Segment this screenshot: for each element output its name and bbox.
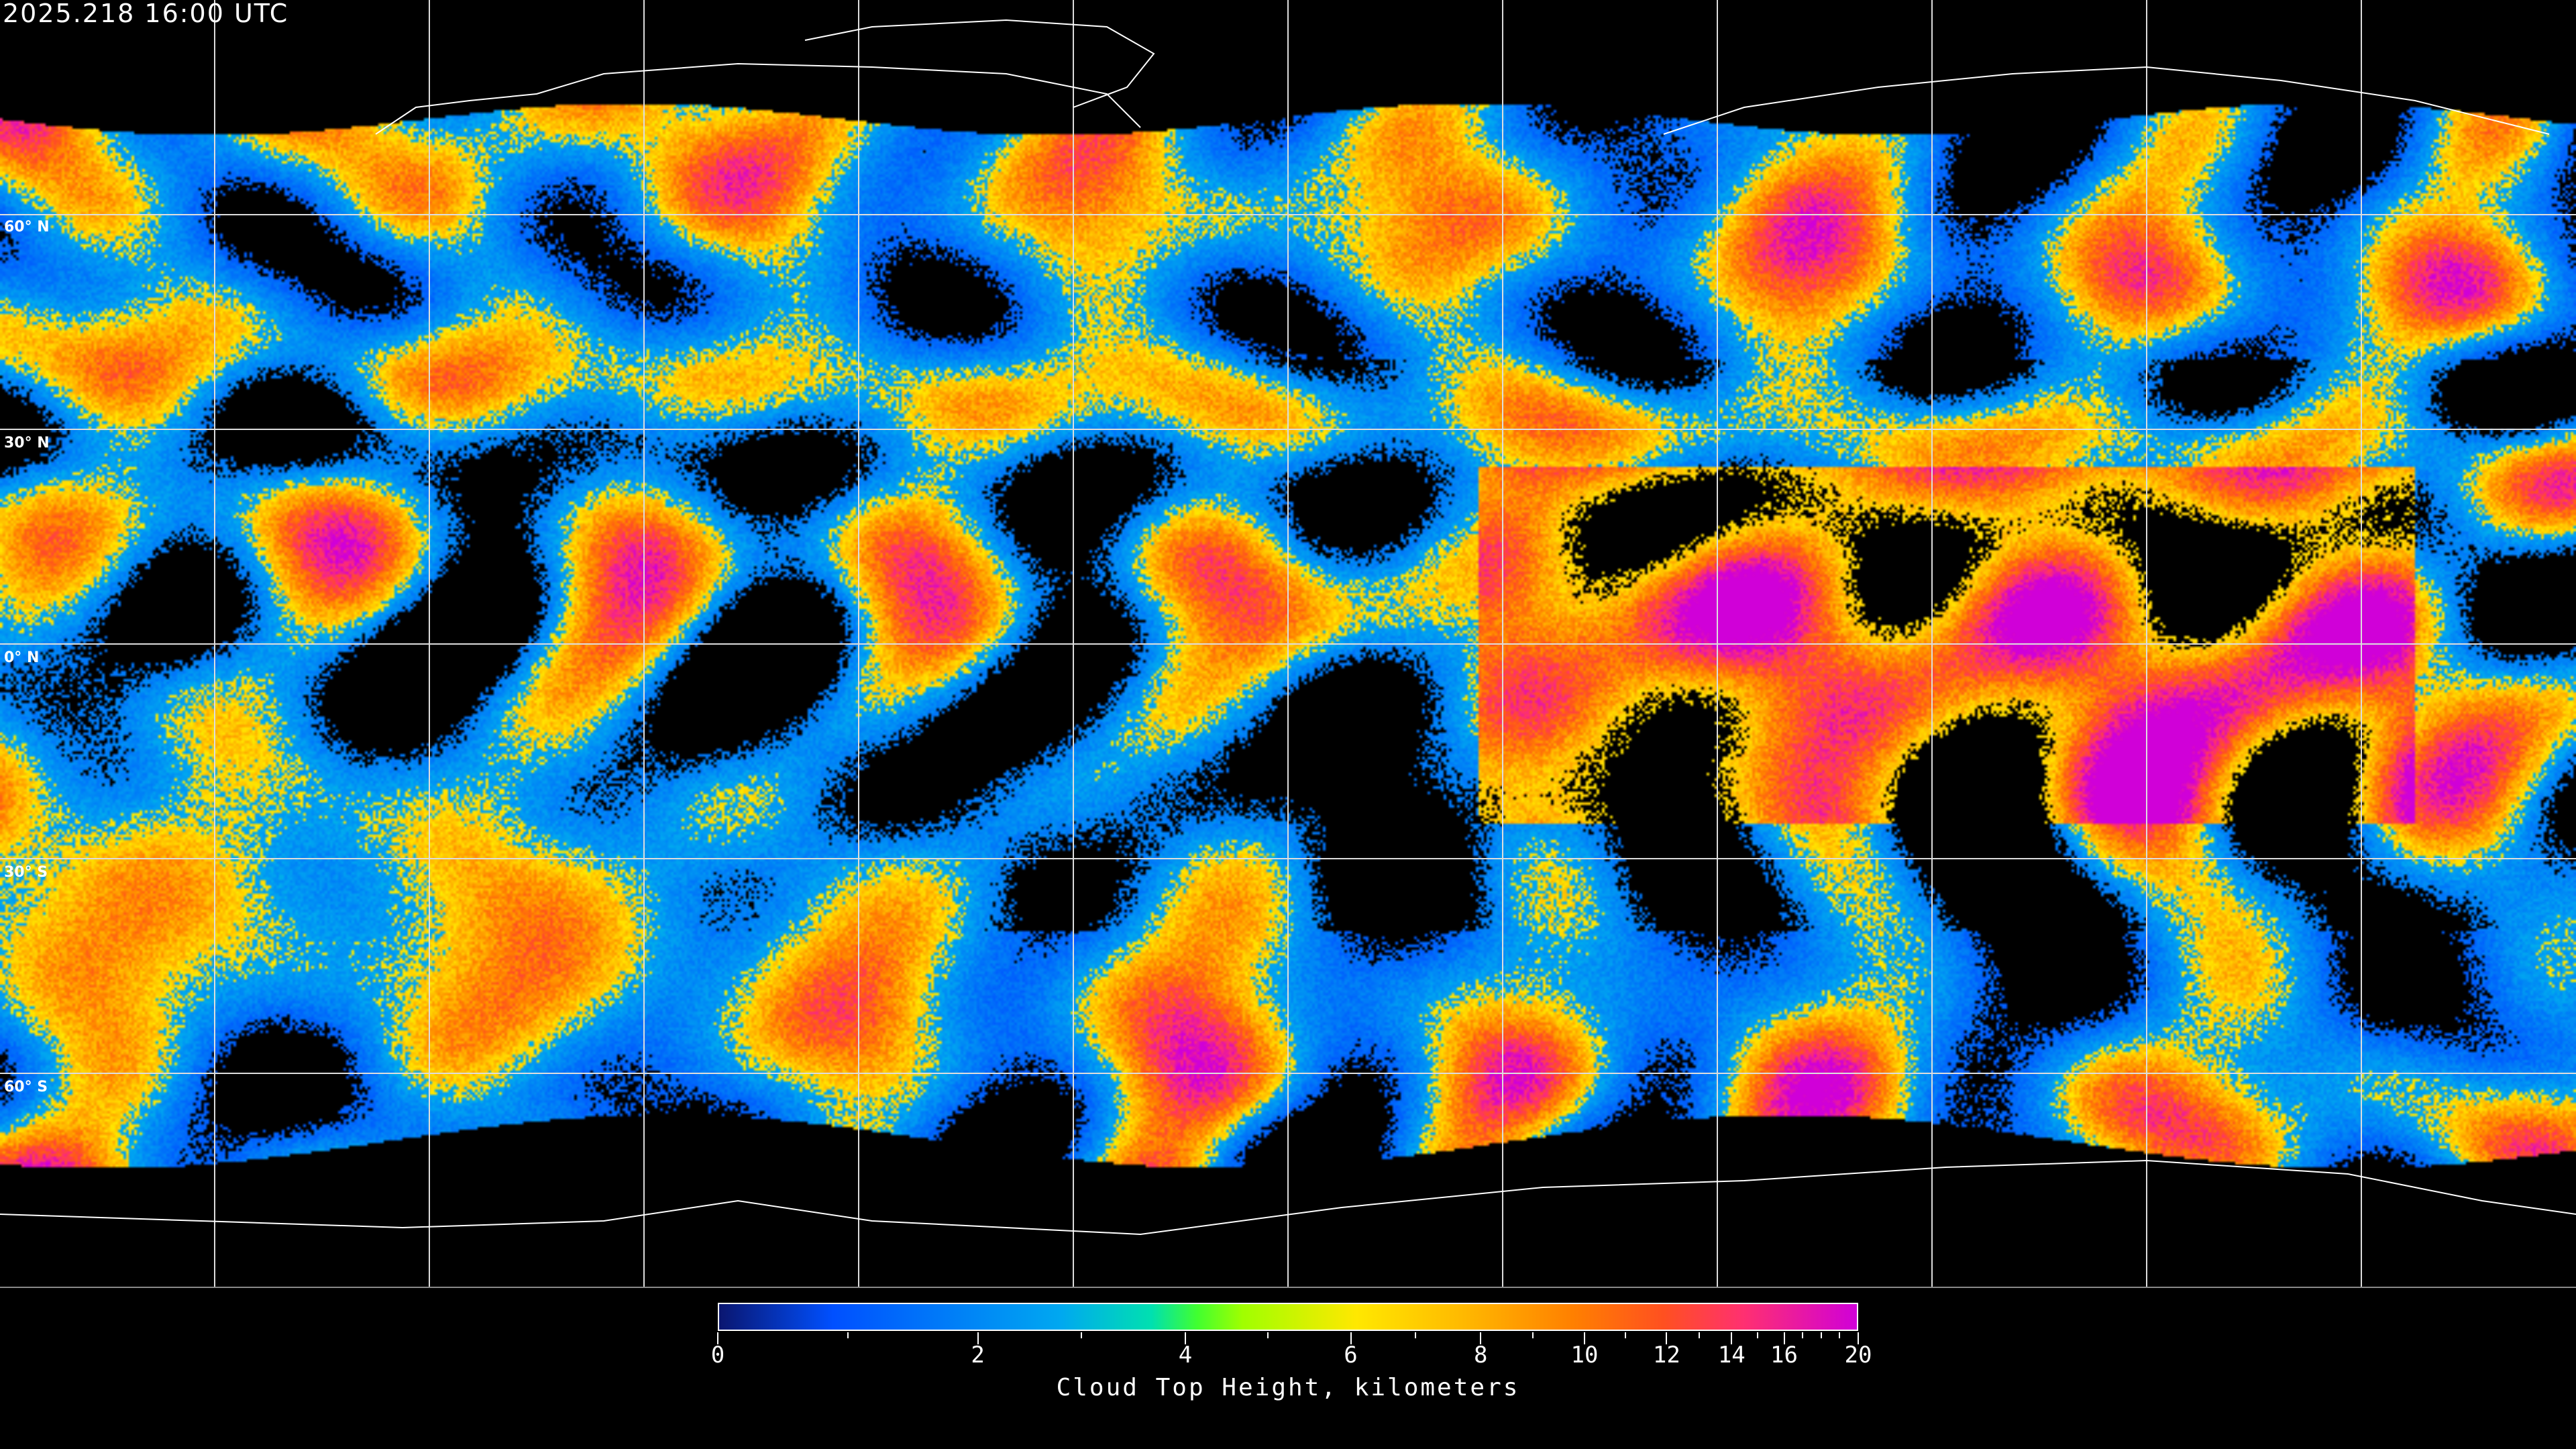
colorbar-tick-label: 4	[1178, 1342, 1193, 1368]
colorbar-tick-label: 8	[1474, 1342, 1488, 1368]
coastline-northern-eurasia	[1663, 66, 2550, 135]
colorbar-major-tick	[1783, 1332, 1785, 1344]
colorbar-ticks: 0 2 4 6 8 10 12 14 16 20	[711, 1332, 1872, 1386]
colorbar-tick-label: 10	[1570, 1342, 1599, 1368]
colorbar-minor-tick	[1415, 1332, 1417, 1338]
colorbar-minor-tick	[1625, 1332, 1627, 1338]
colorbar-minor-tick	[847, 1332, 849, 1338]
colorbar-tick-label: 14	[1717, 1342, 1746, 1368]
latitude-label-60s: 60° S	[4, 1079, 48, 1095]
colorbar-title: Cloud Top Height, kilometers	[1056, 1374, 1520, 1401]
colorbar-major-tick	[1858, 1332, 1859, 1344]
latitude-label-30n: 30° N	[4, 435, 50, 451]
colorbar-major-tick	[1666, 1332, 1668, 1344]
latitude-label-30s: 30° S	[4, 864, 48, 881]
colorbar-major-tick	[1731, 1332, 1733, 1344]
colorbar-tick-label: 16	[1770, 1342, 1798, 1368]
colorbar-major-tick	[1584, 1332, 1585, 1344]
coastline-antarctica	[0, 1159, 2576, 1236]
colorbar-minor-tick	[1757, 1332, 1759, 1338]
colorbar-tick-label: 6	[1344, 1342, 1358, 1368]
colorbar-tick-label: 20	[1844, 1342, 1872, 1368]
colorbar-major-tick	[977, 1332, 979, 1344]
timestamp-label: 2025.218 16:00 UTC	[3, 0, 289, 28]
colorbar-minor-tick	[1839, 1332, 1841, 1338]
colorbar-tick-label: 0	[710, 1342, 725, 1368]
colorbar-minor-tick	[1802, 1332, 1804, 1338]
latitude-label-equator: 0° N	[4, 649, 40, 666]
colorbar-major-tick	[1185, 1332, 1186, 1344]
map-border	[0, 1287, 2576, 1288]
colorbar-major-tick	[1480, 1332, 1482, 1344]
coastline-arctic-north-america	[375, 62, 1141, 135]
colorbar-major-tick	[1350, 1332, 1352, 1344]
latitude-label-60n: 60° N	[4, 219, 50, 235]
colorbar	[718, 1303, 1858, 1331]
colorbar-tick-label: 12	[1652, 1342, 1680, 1368]
coastline-greenland	[804, 19, 1155, 108]
colorbar-minor-tick	[1267, 1332, 1269, 1338]
colorbar-tick-label: 2	[971, 1342, 985, 1368]
colorbar-major-tick	[717, 1332, 718, 1344]
colorbar-minor-tick	[1820, 1332, 1822, 1338]
map-graticule	[0, 0, 2576, 1288]
colorbar-minor-tick	[1081, 1332, 1083, 1338]
colorbar-minor-tick	[1698, 1332, 1700, 1338]
colorbar-minor-tick	[1532, 1332, 1534, 1338]
